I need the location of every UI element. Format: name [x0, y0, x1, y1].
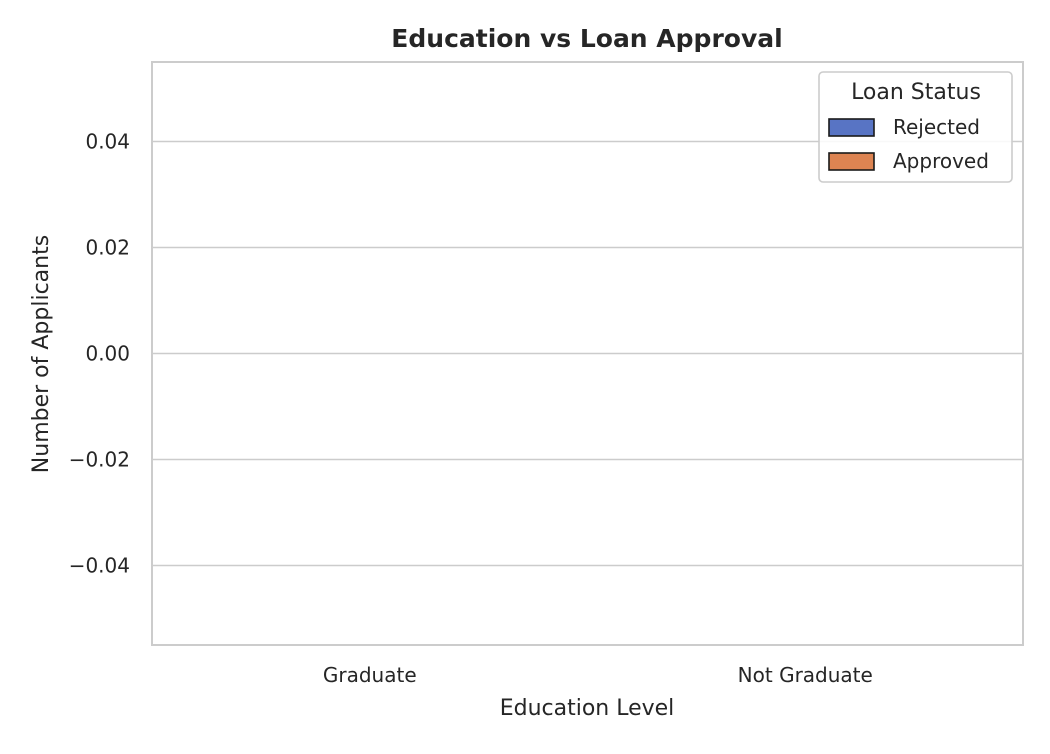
- y-axis-label: Number of Applicants: [29, 235, 54, 473]
- x-tick-label: Not Graduate: [738, 663, 873, 687]
- legend-label-approved: Approved: [893, 149, 989, 173]
- y-tick-labels: −0.04 −0.02 0.00 0.02 0.04: [69, 130, 130, 578]
- chart-title: Education vs Loan Approval: [391, 24, 782, 53]
- legend-entries: Rejected Approved: [828, 115, 989, 173]
- y-tick-label: 0.04: [85, 130, 130, 154]
- legend-title: Loan Status: [851, 80, 981, 105]
- x-tick-label: Graduate: [323, 663, 417, 687]
- plot-frame: [151, 61, 1024, 646]
- y-tick-label: 0.00: [85, 342, 130, 366]
- legend-label-rejected: Rejected: [893, 115, 980, 139]
- legend-swatch-rejected: [828, 118, 875, 137]
- legend-swatch-approved: [828, 152, 875, 171]
- x-axis-label: Education Level: [500, 696, 675, 721]
- y-tick-label: −0.02: [69, 448, 130, 472]
- x-tick-labels: Graduate Not Graduate: [323, 663, 873, 687]
- legend: Loan Status Rejected Approved: [818, 71, 1013, 183]
- y-tick-label: −0.04: [69, 554, 130, 578]
- grid-layer: [152, 140, 1023, 567]
- y-tick-label: 0.02: [85, 236, 130, 260]
